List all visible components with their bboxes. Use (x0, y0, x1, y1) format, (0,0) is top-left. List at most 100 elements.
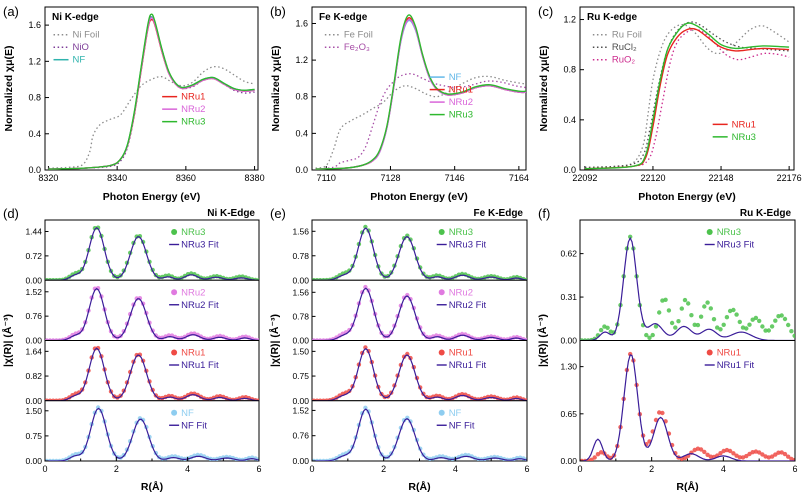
y-tick-label: 1.56 (292, 226, 309, 236)
data-point (669, 320, 675, 326)
data-point (663, 297, 668, 302)
legend-label: NF (449, 408, 462, 419)
data-point (786, 322, 791, 328)
y-tick-label: 0.00 (25, 275, 42, 285)
y-tick-label: 1.6 (295, 18, 308, 28)
data-point (673, 325, 678, 330)
data-point (744, 453, 749, 459)
legend-label: NRu1 (449, 85, 473, 96)
panel-b-fe-xanes: (b) 7110 7128 7146 7164 0.0 0.4 0.8 1.2 1.6 Photon… (270, 4, 529, 203)
data-point (776, 450, 781, 455)
data-point (708, 454, 713, 459)
subpanel-NRu1 (312, 345, 527, 401)
data-point (682, 455, 688, 461)
x-tick-label: 22092 (572, 173, 597, 183)
y-axis-title: |χ(R)| (Å⁻³) (268, 314, 281, 367)
subpanel-NRu1 (580, 351, 795, 461)
legend-label: NF (73, 55, 86, 66)
panel-letter: (d) (3, 206, 19, 221)
y-tick-label: 0.00 (560, 456, 577, 466)
legend-label: Ru Foil (612, 30, 642, 41)
data-point (766, 455, 771, 460)
subpanel-NRu2 (45, 286, 259, 341)
data-point (750, 317, 755, 322)
legend-label: NF Fit (449, 420, 475, 431)
data-point (644, 332, 649, 338)
data-point (757, 450, 762, 455)
data-point (711, 317, 717, 322)
data-point (592, 455, 597, 460)
y-tick-label: 0.00 (25, 456, 42, 466)
y-axis-title: |χ(R)| (Å⁻³) (536, 314, 549, 367)
y-tick-label: 0.0 (563, 165, 576, 175)
subpanel-NF (45, 405, 259, 461)
legend-label: NRu3 Fit (717, 240, 755, 251)
y-tick-label: 1.2 (295, 55, 308, 65)
y-tick-label: 1.52 (292, 405, 309, 415)
axes-box (579, 6, 795, 171)
legend-label: NRu2 Fit (181, 300, 219, 311)
legend-label: NRu2 (181, 104, 205, 115)
y-tick-label: 0.78 (292, 251, 309, 261)
legend-label: NRu2 (181, 287, 205, 298)
series-group (584, 21, 790, 170)
fit-line-NRu1 (312, 347, 527, 401)
panel-c-ru-xanes: (c) 22092 22120 22148 22176 0.0 0.4 0.8 1.2 Photo… (538, 4, 802, 203)
y-tick-label: 0.4 (295, 128, 308, 138)
panel-title: Ru K-edge (587, 12, 637, 23)
data-point (757, 318, 762, 324)
axes-box (311, 6, 527, 171)
subpanel-box (579, 219, 796, 341)
panel-letter: (f) (538, 206, 550, 221)
legend-label: NRu1 (449, 348, 473, 359)
y-tick-label: 0.78 (292, 311, 309, 321)
series-NRu3 (584, 22, 790, 170)
data-point (666, 308, 672, 313)
data-point (721, 322, 726, 327)
x-axis-title: R(Å) (141, 480, 163, 493)
data-point (731, 451, 736, 456)
legend-marker (171, 409, 178, 416)
data-point (134, 296, 139, 301)
data-point (773, 318, 778, 323)
legend-label: Fe₂O₃ (344, 42, 370, 53)
y-tick-label: 1.64 (25, 346, 42, 356)
subpanel-NRu3 (45, 225, 259, 281)
panel-title: Ru K-Edge (740, 208, 792, 219)
legend-label: NRu1 (717, 348, 741, 359)
y-tick-label: 0.31 (560, 292, 577, 302)
y-tick-label: 0.0 (295, 165, 308, 175)
data-point (789, 329, 794, 334)
data-point (689, 313, 694, 318)
legend-marker (706, 349, 713, 356)
subpanel-NRu2 (312, 284, 527, 341)
y-tick-label: 0.75 (292, 371, 309, 381)
y-tick-label: 0.82 (25, 371, 42, 381)
x-tick-label: 7164 (509, 173, 529, 183)
data-point (698, 314, 704, 319)
fit-line-NRu2 (45, 287, 259, 341)
fit-line-NRu1 (45, 347, 259, 401)
data-point (731, 307, 736, 313)
legend-label: NRu1 Fit (181, 360, 219, 371)
data-point (773, 452, 778, 457)
legend-label: NRu2 (449, 287, 473, 298)
panel-title: Ni K-edge (52, 12, 99, 23)
data-point (779, 313, 784, 318)
series-NRu3 (48, 13, 255, 170)
y-tick-label: 0.8 (563, 65, 576, 75)
fit-line-NRu2 (312, 287, 527, 341)
data-point (737, 455, 742, 460)
data-point (718, 327, 723, 332)
y-axis-title: Normalized χμ(E) (538, 46, 550, 132)
data-point (589, 457, 594, 461)
legend-marker (438, 349, 445, 356)
fit-line-NRu3 (45, 227, 259, 281)
y-tick-label: 0.00 (292, 336, 309, 346)
data-point (740, 455, 746, 460)
y-tick-label: 1.50 (25, 406, 42, 416)
panel-d-ni-exafs: (d) Ni K-Edge 0.00 0.72 1.44 NRu3 NRu3 Fit 0.00… (1, 206, 262, 493)
data-point (134, 352, 139, 358)
series-NRu3 (315, 14, 527, 170)
legend-label: NF (181, 408, 194, 419)
